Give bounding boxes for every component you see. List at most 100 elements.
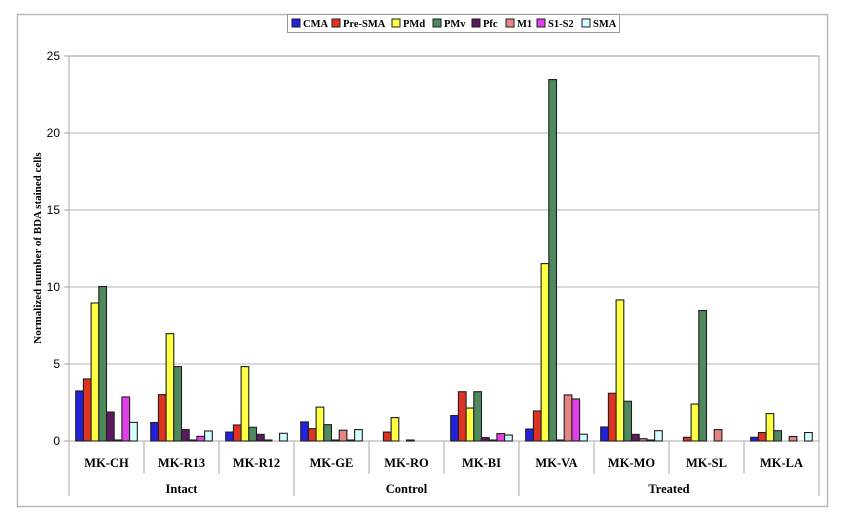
category-label: MK-R13: [158, 456, 205, 470]
bar-m1-mk-bi: [488, 439, 498, 442]
bar-pfc-mk-bi: [480, 437, 490, 442]
bar-group-mk-la: [750, 413, 813, 442]
legend-swatch-icon: [291, 18, 301, 28]
bar-pmd-mk-bi: [465, 407, 475, 442]
bar-sma-mk-mo: [654, 430, 663, 442]
legend-label: Pfc: [483, 19, 498, 30]
category-label: MK-BI: [462, 456, 501, 470]
bar-pre-sma-mk-ge: [307, 428, 317, 442]
bar-pmv-mk-sl: [698, 310, 708, 442]
bar-pfc-mk-r12: [255, 433, 265, 442]
bar-pre-sma-mk-ch: [82, 378, 92, 442]
bar-sma-mk-la: [804, 431, 813, 442]
y-tick-label: 0: [53, 434, 60, 448]
bar-pmd-mk-r13: [165, 333, 175, 442]
legend-item-sma: SMA: [581, 18, 617, 30]
y-tick-label: 5: [53, 357, 60, 371]
bar-s1-s2-mk-va: [571, 398, 581, 442]
bar-pre-sma-mk-la: [757, 431, 767, 442]
legend-label: PMd: [403, 19, 425, 30]
bar-pmv-mk-mo: [623, 400, 633, 442]
category-label: MK-GE: [310, 456, 354, 470]
bar-group-mk-ge: [300, 406, 363, 442]
y-axis-title: Normalized number of BDA stained cells: [32, 152, 44, 344]
bar-cma-mk-ch: [75, 390, 84, 442]
bar-pmv-mk-va: [548, 79, 558, 442]
legend-item-s1-s2: S1-S2: [536, 18, 574, 30]
legend: CMA Pre-SMA PMd PMv Pfc M1 S1-S2 SMA: [287, 14, 620, 33]
legend-label: PMv: [444, 19, 466, 30]
legend-swatch-icon: [581, 18, 591, 28]
bar-pfc-mk-r13: [180, 429, 190, 442]
bar-group-mk-r12: [225, 366, 288, 442]
legend-label: M1: [517, 19, 532, 30]
bar-pfc-mk-ch: [105, 411, 115, 442]
bar-m1-mk-r12: [263, 439, 273, 442]
legend-label: Pre-SMA: [343, 19, 386, 30]
legend-label: CMA: [303, 19, 328, 30]
bar-pmv-mk-la: [773, 430, 783, 442]
bar-pre-sma-mk-bi: [457, 391, 467, 442]
bar-sma-mk-va: [579, 433, 588, 442]
bar-pmv-mk-bi: [473, 391, 483, 442]
bar-m1-mk-mo: [638, 438, 648, 442]
bar-m1-mk-r13: [188, 439, 198, 442]
bar-cma-mk-mo: [600, 426, 609, 442]
bar-cma-mk-va: [525, 428, 534, 442]
legend-item-pre-sma: Pre-SMA: [331, 18, 386, 30]
bar-m1-mk-ge: [338, 429, 348, 442]
bar-group-mk-va: [525, 79, 588, 442]
legend-label: SMA: [593, 19, 617, 30]
bar-sma-mk-bi: [504, 434, 513, 442]
group-label: Treated: [648, 482, 689, 496]
legend-item-pfc: Pfc: [471, 18, 498, 30]
bar-pmv-mk-ch: [98, 285, 108, 442]
bar-group-mk-mo: [600, 299, 663, 442]
bar-s1-s2-mk-ch: [121, 396, 131, 442]
bar-pmd-mk-sl: [690, 403, 700, 442]
group-label: Control: [386, 482, 428, 496]
legend-swatch-icon: [536, 18, 546, 28]
bar-pfc-mk-ge: [330, 439, 340, 442]
bar-group-mk-bi: [450, 391, 513, 442]
bar-sma-mk-r13: [204, 430, 213, 442]
legend-swatch-icon: [331, 18, 341, 28]
legend-swatch-icon: [391, 18, 401, 28]
bar-m1-mk-la: [788, 435, 798, 442]
bar-group-mk-sl: [682, 310, 723, 442]
category-label: MK-CH: [84, 456, 129, 470]
bar-pre-sma-mk-mo: [607, 392, 617, 442]
legend-swatch-icon: [505, 18, 515, 28]
legend-swatch-icon: [432, 18, 442, 28]
bar-pmd-mk-la: [765, 413, 775, 442]
category-label: MK-R12: [233, 456, 280, 470]
bar-pfc-mk-ro: [405, 439, 415, 442]
bar-cma-mk-r13: [150, 421, 159, 442]
bar-sma-mk-r12: [279, 432, 288, 442]
bar-m1-mk-ch: [113, 439, 123, 442]
legend-item-cma: CMA: [291, 18, 328, 30]
bar-group-mk-r13: [150, 333, 213, 442]
bar-pfc-mk-va: [555, 439, 565, 442]
bar-pmd-mk-va: [540, 263, 550, 442]
category-label: MK-LA: [760, 456, 803, 470]
bar-pmd-mk-ch: [90, 302, 100, 442]
bar-m1-mk-va: [563, 394, 573, 442]
bar-pre-sma-mk-sl: [682, 436, 692, 442]
bar-sma-mk-ge: [354, 429, 363, 442]
bar-sma-mk-ch: [129, 421, 138, 442]
bar-pmd-mk-r12: [240, 366, 250, 442]
bar-cma-mk-la: [750, 436, 759, 442]
category-label: MK-RO: [384, 456, 429, 470]
bar-s1-s2-mk-ge: [346, 439, 356, 442]
bar-pmv-mk-r12: [248, 426, 258, 442]
x-axis: MK-CH MK-R13 MK-R12 MK-GE MK-RO MK-BI MK-VA MK-…: [68, 441, 820, 496]
group-label: Intact: [166, 482, 199, 496]
bar-pmv-mk-r13: [173, 366, 183, 442]
bar-pfc-mk-mo: [630, 433, 640, 442]
bar-pmd-mk-ge: [315, 406, 325, 442]
bar-group-mk-ch: [75, 285, 138, 442]
legend-item-pmd: PMd: [391, 18, 425, 30]
legend-item-pmv: PMv: [432, 18, 466, 30]
